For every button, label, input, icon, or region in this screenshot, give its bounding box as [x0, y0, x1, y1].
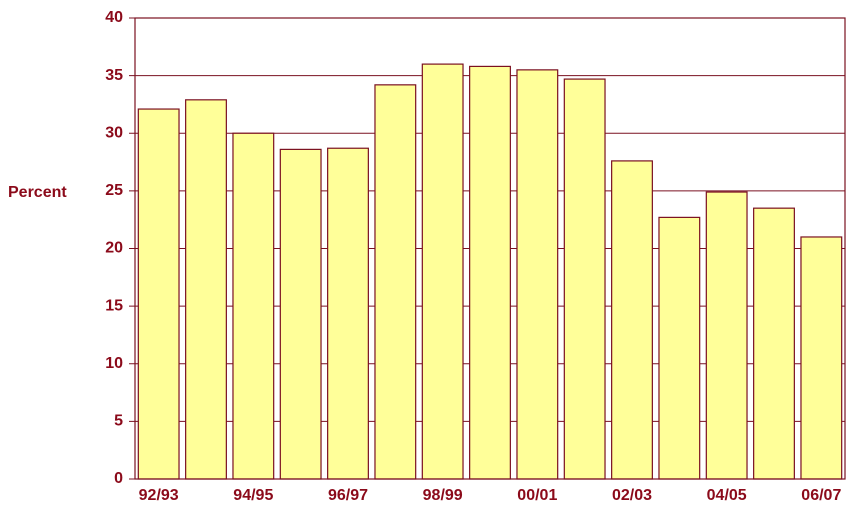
y-tick-label: 35	[105, 67, 123, 84]
y-tick-label: 5	[114, 413, 123, 430]
y-tick-label: 10	[105, 355, 123, 372]
y-tick-label: 15	[105, 297, 123, 314]
y-tick-label: 40	[105, 9, 123, 26]
bar-00/01	[516, 69, 559, 480]
bar-92/93	[137, 108, 180, 480]
bar-03/04	[658, 216, 701, 480]
plot-frame	[134, 17, 846, 480]
y-tick-labels: 0 5 10 15 20 25 30 35 40	[105, 9, 123, 487]
x-tick-label: 02/03	[612, 487, 652, 504]
y-tick-label: 20	[105, 240, 123, 257]
x-tick-label: 96/97	[328, 487, 368, 504]
bar-95/96	[279, 148, 322, 480]
y-tick-label: 0	[114, 470, 123, 487]
x-tick-label: 00/01	[517, 487, 557, 504]
bar-02/03	[611, 160, 653, 480]
x-tick-label: 06/07	[801, 487, 841, 504]
bar-94/95	[232, 132, 275, 480]
x-tick-labels: 92/93 94/95 96/97 98/99 00/01 02/03 04/05 06/07	[139, 487, 842, 504]
bar-06/07	[800, 236, 843, 480]
x-tick-label: 94/95	[233, 487, 273, 504]
bar-97/98	[374, 84, 417, 480]
bar-98/99	[421, 63, 464, 480]
y-tick-label: 30	[105, 124, 123, 141]
x-tick-label: 98/99	[423, 487, 463, 504]
bar-01/02	[563, 78, 606, 480]
bars	[137, 63, 843, 480]
bar-96/97	[327, 147, 369, 480]
bar-05/06	[753, 207, 795, 480]
x-tick-label: 92/93	[139, 487, 179, 504]
x-tick-label: 04/05	[707, 487, 747, 504]
bar-04/05	[705, 191, 748, 480]
axes	[129, 17, 846, 480]
y-axis-label: Percent	[8, 184, 67, 201]
y-tick-label: 25	[105, 182, 123, 199]
bar-93/94	[185, 99, 227, 480]
bar-99/00	[469, 65, 511, 480]
